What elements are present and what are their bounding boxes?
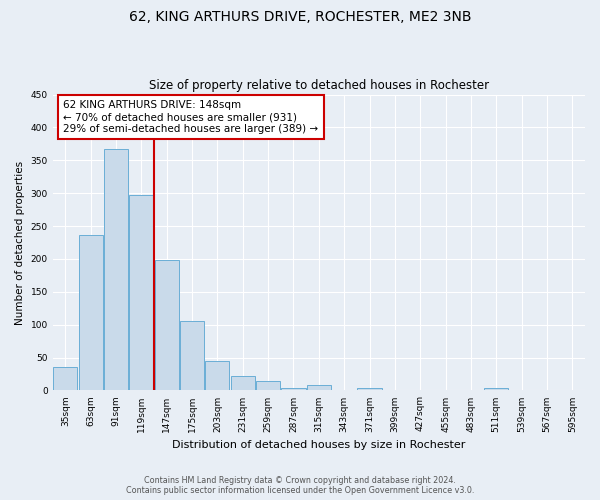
Text: 62 KING ARTHURS DRIVE: 148sqm
← 70% of detached houses are smaller (931)
29% of : 62 KING ARTHURS DRIVE: 148sqm ← 70% of d… <box>64 100 319 134</box>
Bar <box>155 260 179 390</box>
Bar <box>180 322 204 390</box>
Bar <box>307 384 331 390</box>
Bar <box>358 388 382 390</box>
Y-axis label: Number of detached properties: Number of detached properties <box>15 160 25 324</box>
Bar <box>256 381 280 390</box>
Bar <box>53 368 77 390</box>
Text: 62, KING ARTHURS DRIVE, ROCHESTER, ME2 3NB: 62, KING ARTHURS DRIVE, ROCHESTER, ME2 3… <box>129 10 471 24</box>
Bar <box>79 236 103 390</box>
Bar <box>205 361 229 390</box>
Bar <box>104 149 128 390</box>
Bar <box>231 376 255 390</box>
Bar <box>281 388 305 390</box>
Bar <box>130 195 154 390</box>
Text: Contains HM Land Registry data © Crown copyright and database right 2024.
Contai: Contains HM Land Registry data © Crown c… <box>126 476 474 495</box>
Bar <box>484 388 508 390</box>
X-axis label: Distribution of detached houses by size in Rochester: Distribution of detached houses by size … <box>172 440 466 450</box>
Title: Size of property relative to detached houses in Rochester: Size of property relative to detached ho… <box>149 79 489 92</box>
